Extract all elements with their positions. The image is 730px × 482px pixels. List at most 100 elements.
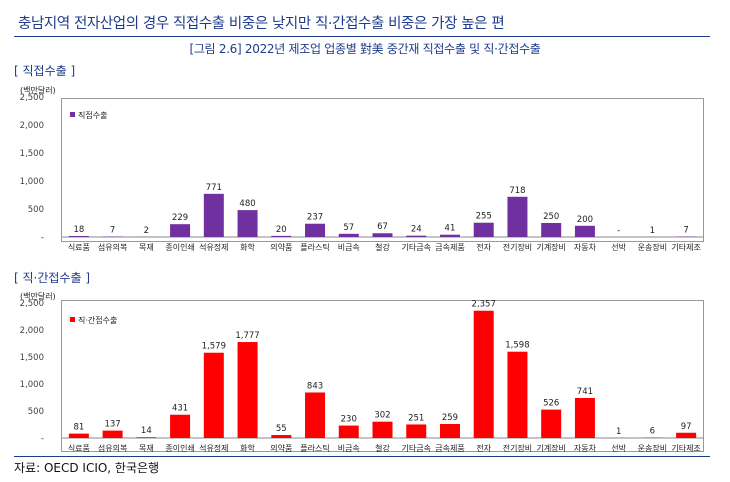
data-label: 259 xyxy=(442,413,458,423)
y-tick-label: 1,500 xyxy=(20,149,44,159)
y-tick-label: 2,500 xyxy=(20,93,44,103)
data-label: 7 xyxy=(110,226,115,236)
x-tick-label: 종이인쇄 xyxy=(165,443,194,453)
bar xyxy=(507,351,528,438)
bar xyxy=(338,233,359,237)
x-tick-label: 화학 xyxy=(240,242,255,252)
bar xyxy=(541,409,562,438)
y-tick-label: - xyxy=(41,233,44,243)
data-label: 255 xyxy=(476,212,492,222)
x-tick-label: 운송장비 xyxy=(638,443,667,453)
y-tick-label: 1,000 xyxy=(20,380,44,390)
x-tick-label: 철강 xyxy=(375,242,390,252)
x-tick-label: 의약품 xyxy=(270,443,292,453)
bar xyxy=(676,432,697,438)
bar xyxy=(68,235,89,237)
x-tick-label: 화학 xyxy=(240,443,255,453)
x-tick-label: 식료품 xyxy=(68,243,90,252)
bar xyxy=(170,224,191,237)
data-label: 718 xyxy=(509,186,525,196)
bar xyxy=(507,196,528,237)
y-tick-label: 500 xyxy=(28,205,44,215)
bottom-rule xyxy=(14,456,710,457)
bar xyxy=(406,424,427,438)
bar xyxy=(541,223,562,237)
data-label: 302 xyxy=(374,411,390,421)
x-tick-label: 플라스틱 xyxy=(300,443,329,453)
data-label: 480 xyxy=(239,199,255,209)
y-tick-label: 1,500 xyxy=(20,353,44,363)
bar xyxy=(136,437,157,438)
total-export-chart: (백만달러)2,500 2,000 1,500 1,000 500 - 직·간접수출 81 식료… xyxy=(20,291,703,453)
x-tick-label: 기타제조 xyxy=(671,444,700,453)
data-label: 741 xyxy=(577,387,593,397)
unit-label: (백만달러) xyxy=(20,291,56,301)
x-tick-label: 플라스틱 xyxy=(300,242,329,252)
x-tick-label: 자동차 xyxy=(574,243,597,252)
data-label: 526 xyxy=(543,399,559,409)
x-tick-label: 기타제조 xyxy=(671,243,700,252)
figure-title: [그림 2.6] 2022년 제조업 업종별 對美 중간재 직접수출 및 직·간… xyxy=(189,42,541,56)
data-label: 41 xyxy=(445,224,456,234)
x-tick-label: 목재 xyxy=(139,444,154,453)
bar xyxy=(574,397,595,438)
data-label: 1,579 xyxy=(202,342,226,352)
x-tick-label: 기계장비 xyxy=(536,242,565,252)
x-tick-label: 비금속 xyxy=(338,243,360,252)
data-label: 97 xyxy=(681,422,692,432)
data-label: 14 xyxy=(141,426,152,436)
headline: 충남지역 전자산업의 경우 직접수출 비중은 낮지만 직·간접수출 비중은 가장… xyxy=(18,16,505,32)
bar xyxy=(439,424,460,438)
data-label: 67 xyxy=(377,222,388,232)
x-tick-label: 운송장비 xyxy=(638,242,667,252)
direct-chart-frame xyxy=(61,98,704,242)
bar xyxy=(203,193,224,237)
data-label: 1,777 xyxy=(235,331,259,341)
x-tick-label: 선박 xyxy=(611,242,626,252)
bar xyxy=(574,225,595,237)
x-tick-label: 금속제품 xyxy=(435,444,464,453)
source-note: 자료: OECD ICIO, 한국은행 xyxy=(14,461,160,475)
direct-section-title: [ 직접수출 ] xyxy=(14,64,76,78)
total-section-title: [ 직·간접수출 ] xyxy=(14,271,91,285)
data-label: 229 xyxy=(172,213,188,223)
data-label: 24 xyxy=(411,225,422,235)
bar xyxy=(338,425,359,438)
x-tick-label: 섬유의복 xyxy=(98,443,127,453)
data-label: 250 xyxy=(543,212,559,222)
data-label: - xyxy=(617,226,620,236)
data-label: 6 xyxy=(650,427,655,437)
bar xyxy=(271,435,292,438)
bar xyxy=(68,433,89,438)
data-label: 771 xyxy=(206,183,222,193)
x-tick-label: 전기장비 xyxy=(503,242,532,252)
bar xyxy=(102,430,123,438)
legend-label: 직·간접수출 xyxy=(78,315,117,325)
x-tick-label: 전자 xyxy=(476,443,491,453)
data-label: 18 xyxy=(73,225,84,235)
bar xyxy=(372,233,393,237)
x-tick-label: 의약품 xyxy=(270,242,292,252)
x-tick-label: 금속제품 xyxy=(435,243,464,252)
legend-swatch xyxy=(70,112,75,117)
data-label: 7 xyxy=(683,226,688,236)
bar xyxy=(203,352,224,438)
data-label: 20 xyxy=(276,225,287,235)
data-label: 1 xyxy=(616,427,621,437)
x-tick-label: 비금속 xyxy=(338,444,360,453)
x-tick-label: 섬유의복 xyxy=(98,242,127,252)
legend-label: 직접수출 xyxy=(78,110,107,120)
legend-swatch xyxy=(70,317,75,322)
x-tick-label: 석유정제 xyxy=(199,242,228,252)
data-label: 843 xyxy=(307,381,323,391)
x-tick-label: 기타금속 xyxy=(402,444,431,453)
x-tick-label: 식료품 xyxy=(68,444,90,453)
data-label: 200 xyxy=(577,215,593,225)
x-tick-label: 기타금속 xyxy=(402,243,431,252)
data-label: 57 xyxy=(343,223,354,233)
x-tick-label: 전자 xyxy=(476,242,491,252)
bar xyxy=(406,235,427,237)
bar xyxy=(237,210,258,237)
data-label: 81 xyxy=(73,423,84,433)
data-label: 431 xyxy=(172,404,188,414)
